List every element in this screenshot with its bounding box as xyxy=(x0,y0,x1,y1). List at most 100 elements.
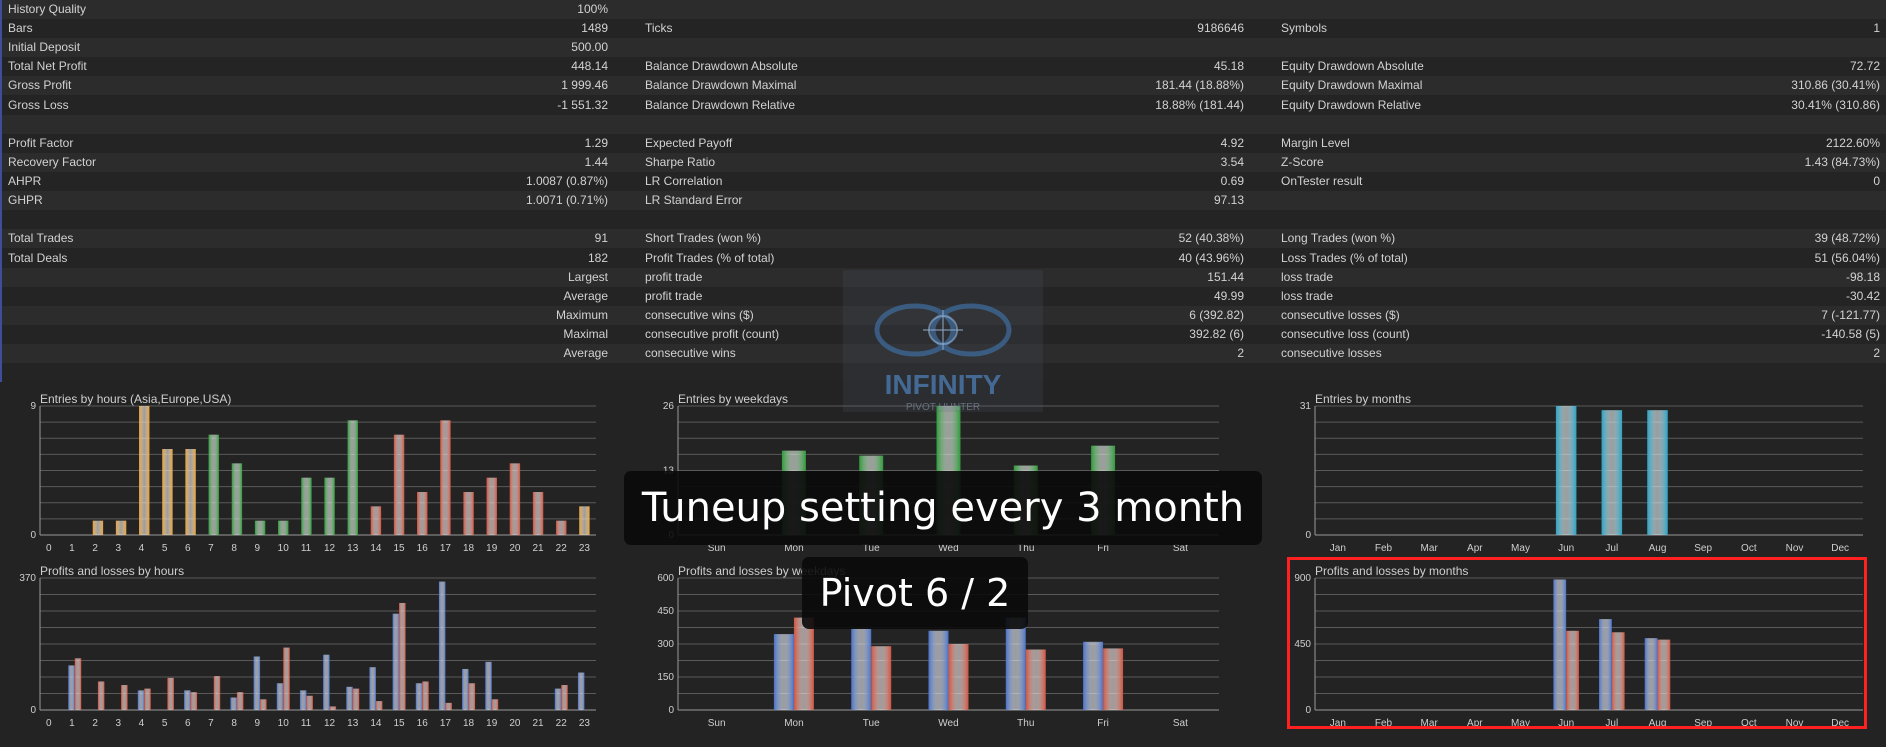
stat-label: consecutive loss (count) xyxy=(1281,327,1410,342)
stat-label: Total Deals xyxy=(8,250,68,265)
y-tick-label: 300 xyxy=(657,639,674,650)
bar xyxy=(579,506,590,535)
y-tick-label: 150 xyxy=(657,672,674,683)
loss-bar xyxy=(948,644,969,710)
overlay-subline: Pivot 6 / 2 xyxy=(802,557,1028,629)
stat-label: consecutive profit (count) xyxy=(645,327,780,342)
stat-label: Recovery Factor xyxy=(8,154,97,169)
stat-value: Average xyxy=(563,346,608,361)
x-tick-label: Apr xyxy=(1467,718,1483,729)
profit-bar xyxy=(577,672,585,710)
stat-value: 392.82 (6) xyxy=(1189,327,1244,342)
x-tick-label: Jun xyxy=(1558,718,1574,729)
loss-bar xyxy=(422,681,429,710)
overlay-subline-text: Pivot 6 / 2 xyxy=(819,571,1011,615)
logo-subtext: PIVOT HUNTER xyxy=(906,402,980,412)
stat-value: 2122.60% xyxy=(1825,135,1880,150)
x-tick-label: Sep xyxy=(1694,543,1712,554)
loss-bar xyxy=(97,681,105,710)
y-tick-label: 0 xyxy=(1305,705,1311,716)
x-tick-label: 14 xyxy=(370,718,382,729)
profit-bar xyxy=(485,661,492,710)
stats-row: Average profit trade 49.99 loss trade -30.42 xyxy=(2,286,1886,306)
x-tick-label: Feb xyxy=(1375,718,1393,729)
x-tick-label: 11 xyxy=(301,718,312,729)
profit-bar xyxy=(773,634,794,710)
stat-label: Gross Loss xyxy=(8,97,69,112)
x-tick-label: Thu xyxy=(1017,718,1034,729)
profit-bar xyxy=(392,613,400,710)
stat-label: Balance Drawdown Absolute xyxy=(645,59,798,74)
x-tick-label: 13 xyxy=(347,543,359,554)
stats-row: Recovery Factor 1.44 Sharpe Ratio 3.54 Z-Sco… xyxy=(2,152,1886,172)
x-tick-label: 18 xyxy=(463,543,475,554)
stat-value: 1.44 xyxy=(584,154,608,169)
stat-value: 6 (392.82) xyxy=(1189,307,1244,322)
chart-panel: Profits and losses by months 0 450 900 Jan Fe… xyxy=(1294,564,1867,730)
stat-label: Sharpe Ratio xyxy=(645,154,716,169)
stat-label: loss trade xyxy=(1281,269,1334,284)
stat-value: 1489 xyxy=(581,21,608,36)
chart-svg: 0 150 300 450 600 Sun Mon Tue Wed Thu Fri Sat xyxy=(657,573,1219,729)
profit-bar xyxy=(230,697,237,710)
x-tick-label: Jun xyxy=(1558,543,1574,554)
bar xyxy=(393,434,405,535)
x-tick-label: 7 xyxy=(208,543,214,554)
stats-row: Maximal consecutive profit (count) 392.82 … xyxy=(2,325,1886,345)
stat-label: Initial Deposit xyxy=(8,40,81,55)
x-tick-label: Sat xyxy=(1173,718,1188,729)
y-tick-label: 31 xyxy=(1300,401,1312,412)
profit-bar xyxy=(1005,617,1026,710)
stats-row: Gross Profit 1 999.46 Balance Drawdown Max… xyxy=(2,76,1886,96)
x-tick-label: Mar xyxy=(1421,718,1439,729)
loss-bar xyxy=(1103,648,1124,710)
stats-row: Profit Factor 1.29 Expected Payoff 4.92 Marg… xyxy=(2,133,1886,153)
stat-label: Equity Drawdown Relative xyxy=(1281,97,1422,112)
bar xyxy=(1647,410,1668,535)
bar xyxy=(254,520,266,535)
bar xyxy=(115,520,127,535)
stat-label: profit trade xyxy=(645,288,703,303)
x-tick-label: Mar xyxy=(1421,543,1439,554)
loss-bar xyxy=(1657,639,1671,710)
chart-panel: Profits and losses by hours 0 370 0 1 2 3 4 5 6 7 8… xyxy=(19,564,600,730)
y-tick-label: 450 xyxy=(657,606,674,617)
stat-value: Average xyxy=(563,288,608,303)
stats-row: Initial Deposit 500.00 xyxy=(2,38,1886,58)
bar xyxy=(1555,406,1577,535)
bar xyxy=(509,463,521,535)
x-tick-label: 1 xyxy=(69,543,75,554)
y-tick-label: 9 xyxy=(30,401,36,412)
x-tick-label: 5 xyxy=(162,543,168,554)
x-tick-label: 0 xyxy=(46,718,52,729)
profit-bar xyxy=(415,683,423,710)
stat-value: Largest xyxy=(567,269,608,284)
stat-value: -140.58 (5) xyxy=(1821,327,1880,342)
x-tick-label: 4 xyxy=(139,543,145,554)
x-tick-label: Thu xyxy=(1017,543,1034,554)
bar xyxy=(463,492,474,535)
profit-bar xyxy=(323,654,330,710)
profit-bar xyxy=(68,665,75,710)
y-tick-label: 450 xyxy=(1294,639,1311,650)
bar xyxy=(324,477,335,535)
loss-bar xyxy=(190,692,198,710)
bar xyxy=(347,420,358,535)
stat-label: Profit Trades (% of total) xyxy=(645,250,775,265)
profit-bar xyxy=(928,630,949,710)
loss-bar xyxy=(468,683,476,710)
x-tick-label: 9 xyxy=(255,543,261,554)
stat-value: 4.92 xyxy=(1220,135,1244,150)
loss-bar xyxy=(445,702,452,710)
infinity-logo-icon: INFINITY PIVOT HUNTER xyxy=(874,303,1012,413)
bar xyxy=(417,492,428,535)
chart-panel: Entries by hours (Asia,Europe,USA) 0 9 0 1 2 3… xyxy=(30,392,600,555)
stat-value: 3.54 xyxy=(1220,154,1244,169)
stat-value: 7 (-121.77) xyxy=(1821,307,1880,322)
x-tick-label: 3 xyxy=(116,543,122,554)
y-tick-label: 0 xyxy=(30,705,36,716)
stat-value: 1.43 (84.73%) xyxy=(1804,154,1880,169)
chart-svg: 0 31 Jan Feb Mar Apr May Jun Jul Aug Sep Oct Nov Dec xyxy=(1300,401,1863,554)
x-tick-label: 14 xyxy=(370,543,382,554)
